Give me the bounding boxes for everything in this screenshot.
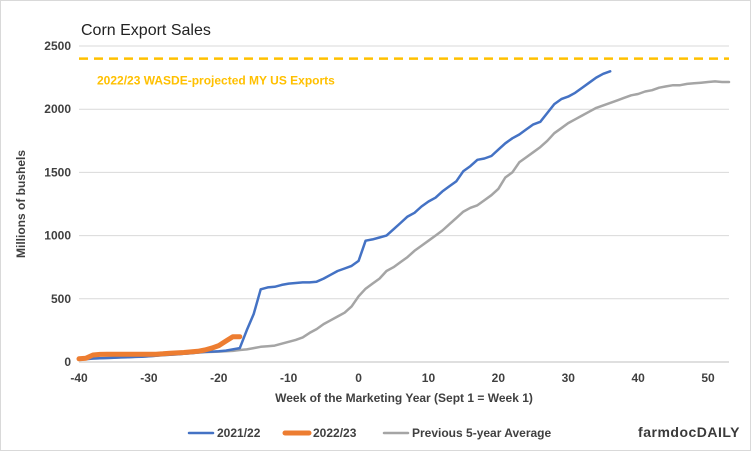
y-axis-label: Millions of bushels — [14, 150, 28, 258]
x-tick-label: 10 — [422, 371, 436, 385]
y-tick-label: 2500 — [44, 39, 71, 53]
legend-label: 2021/22 — [217, 426, 261, 440]
y-tick-labels: 0 500 1000 1500 2000 2500 — [44, 39, 71, 369]
y-tick-label: 2000 — [44, 102, 71, 116]
y-tick-label: 0 — [64, 355, 71, 369]
y-tick-label: 1000 — [44, 229, 71, 243]
x-tick-label: -20 — [210, 371, 228, 385]
x-tick-label: 0 — [355, 371, 362, 385]
x-tick-label: 30 — [562, 371, 576, 385]
series-line-0 — [77, 70, 612, 361]
y-tick-label: 500 — [51, 292, 71, 306]
x-tick-label: -30 — [140, 371, 158, 385]
brand-part1: farmdoc — [638, 424, 697, 440]
x-tick-labels: -40 -30 -20 -10 0 10 20 30 40 50 — [70, 371, 715, 385]
legend: 2021/22 2022/23 Previous 5-year Average — [187, 426, 552, 440]
y-tick-label: 1500 — [44, 165, 71, 179]
legend-label: 2022/23 — [313, 426, 357, 440]
legend-label: Previous 5-year Average — [412, 426, 552, 440]
x-tick-label: 40 — [631, 371, 645, 385]
grid-lines — [79, 45, 729, 300]
chart-title: Corn Export Sales — [81, 22, 211, 39]
x-tick-label: 50 — [701, 371, 715, 385]
wasde-reference-label: 2022/23 WASDE-projected MY US Exports — [97, 74, 335, 88]
series-lines — [76, 70, 731, 362]
x-tick-label: -40 — [70, 371, 88, 385]
series-line-1 — [76, 334, 243, 362]
brand-part2: DAILY — [696, 424, 740, 440]
x-tick-label: -10 — [280, 371, 298, 385]
x-tick-label: 20 — [492, 371, 506, 385]
x-axis-label: Week of the Marketing Year (Sept 1 = Wee… — [275, 391, 533, 405]
farmdoc-daily-logo: farmdocDAILY — [638, 424, 740, 440]
